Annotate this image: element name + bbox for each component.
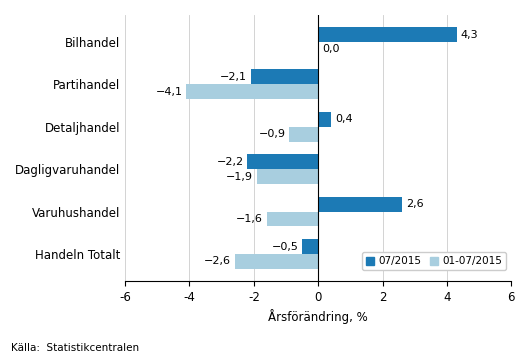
Bar: [318, 27, 456, 42]
Bar: [257, 169, 318, 184]
Text: −2,2: −2,2: [216, 157, 243, 167]
Text: −0,9: −0,9: [258, 129, 285, 139]
Text: 4,3: 4,3: [461, 30, 478, 40]
Text: Källa:  Statistikcentralen: Källa: Statistikcentralen: [11, 343, 139, 353]
Bar: [302, 239, 318, 254]
Legend: 07/2015, 01-07/2015: 07/2015, 01-07/2015: [361, 252, 506, 270]
Text: −2,1: −2,1: [220, 72, 247, 82]
Bar: [234, 254, 318, 269]
Text: −2,6: −2,6: [204, 256, 231, 266]
Bar: [289, 127, 318, 142]
Bar: [267, 212, 318, 226]
Text: −1,9: −1,9: [226, 172, 253, 182]
Text: −0,5: −0,5: [271, 242, 298, 252]
Bar: [318, 197, 402, 212]
Bar: [186, 84, 318, 99]
Text: 0,0: 0,0: [322, 44, 340, 54]
Bar: [251, 70, 318, 84]
Text: −4,1: −4,1: [155, 87, 182, 97]
Bar: [318, 112, 331, 127]
Text: 0,4: 0,4: [335, 114, 352, 124]
Text: −1,6: −1,6: [236, 214, 263, 224]
X-axis label: Årsförändring, %: Årsförändring, %: [268, 309, 368, 324]
Bar: [248, 154, 318, 169]
Text: 2,6: 2,6: [405, 199, 423, 209]
